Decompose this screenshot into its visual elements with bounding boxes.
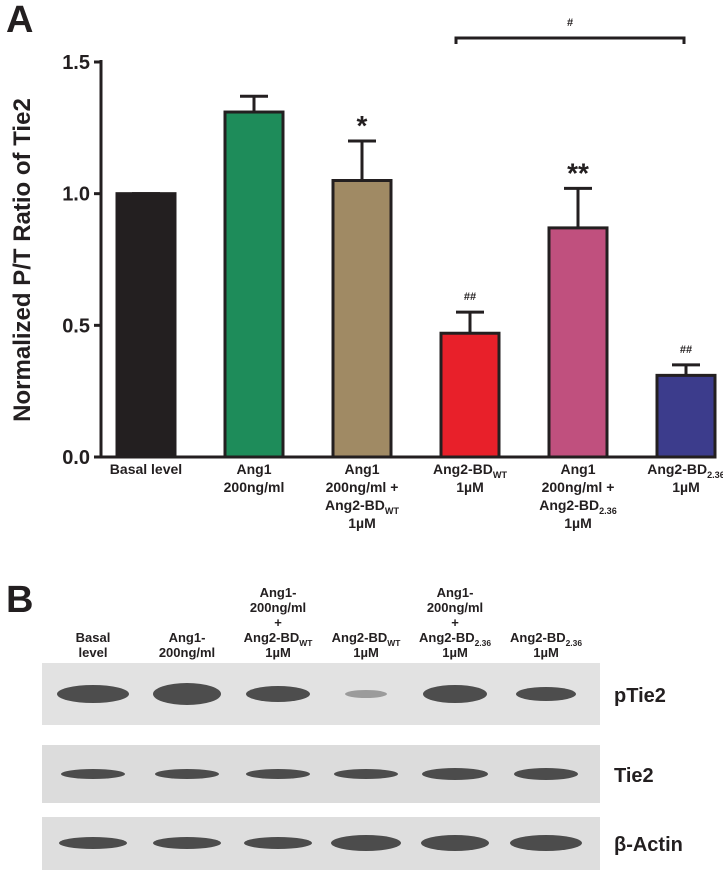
x-tick-label-main: Ang2-BD: [647, 461, 707, 477]
y-tick-label: 0.5: [62, 315, 90, 337]
blot-band: [61, 769, 125, 779]
blot-band: [345, 690, 387, 698]
blot-column-label-sub: WT: [387, 638, 401, 648]
x-tick-label: Ang1: [345, 461, 380, 477]
blot-band: [59, 837, 127, 849]
bar: [439, 331, 501, 459]
blot-row-label: pTie2: [614, 685, 666, 707]
x-tick-label: 200ng/ml: [224, 479, 285, 495]
blot-column-label: 200ng/ml: [250, 600, 306, 615]
panel-label: B: [6, 579, 33, 621]
blot-band: [246, 769, 310, 779]
significance-label: ##: [680, 344, 692, 356]
blot-band: [153, 837, 221, 849]
x-tick-label: 200ng/ml +: [542, 479, 615, 495]
significance-label: *: [357, 110, 368, 141]
blot-column-label: 1µM: [442, 645, 468, 660]
blot-column-label-sub: 2.36: [475, 638, 492, 648]
blot-column-label: Ang2-BDWT: [244, 630, 314, 648]
blot-band: [155, 769, 219, 779]
blot-strip: [42, 745, 600, 803]
blot-row-label: β-Actin: [614, 834, 683, 856]
blot-column-label: Ang1-: [437, 585, 474, 600]
bar: [115, 192, 177, 459]
blot-column-label: 1µM: [353, 645, 379, 660]
y-axis-label: Normalized P/T Ratio of Tie2: [9, 98, 36, 422]
bar: [331, 179, 393, 459]
blot-band: [244, 837, 312, 849]
x-tick-label: Ang2-BDWT: [325, 497, 399, 516]
bracket-label: #: [567, 17, 573, 29]
blot-band: [516, 687, 576, 701]
blot-column-label: Ang1-: [169, 630, 206, 645]
significance-label: ##: [464, 291, 476, 303]
x-tick-label: Basal level: [110, 461, 182, 477]
x-tick-label-sub: WT: [493, 470, 508, 480]
x-tick-label: 1µM: [348, 515, 376, 531]
blot-column-label: 1µM: [533, 645, 559, 660]
bar: [655, 373, 717, 459]
blot-column-label: Basal: [76, 630, 111, 645]
x-tick-label: Ang1: [561, 461, 596, 477]
blot-band: [421, 835, 489, 851]
blot-column-label: Ang2-BDWT: [332, 630, 402, 648]
panel-label: A: [6, 0, 33, 41]
x-tick-label-main: Ang2-BD: [539, 497, 599, 513]
x-tick-label-main: Ang2-BD: [433, 461, 493, 477]
x-tick-label: 200ng/ml +: [326, 479, 399, 495]
bar: [223, 110, 285, 459]
blot-band: [423, 685, 487, 703]
blot-column-label: 200ng/ml: [159, 645, 215, 660]
y-tick-label: 1.5: [62, 52, 90, 74]
x-tick-label: 1µM: [456, 479, 484, 495]
blot-band: [153, 683, 221, 705]
blot-column-label: +: [274, 615, 282, 630]
blot-band: [510, 835, 582, 851]
blot-column-label: 1µM: [265, 645, 291, 660]
y-tick-label: 1.0: [62, 184, 90, 206]
blot-column-label-main: Ang2-BD: [244, 630, 300, 645]
y-tick-label: 0.0: [62, 447, 90, 469]
x-tick-label: Ang2-BD2.36: [539, 497, 617, 516]
x-tick-label-main: Ang2-BD: [325, 497, 385, 513]
x-tick-label: Ang1: [237, 461, 272, 477]
bar: [547, 226, 609, 459]
blot-band: [331, 835, 401, 851]
blot-column-label-main: Ang2-BD: [332, 630, 388, 645]
blot-band: [246, 686, 310, 702]
blot-strip: [42, 817, 600, 870]
blot-column-label: Ang1-: [260, 585, 297, 600]
x-tick-label: Ang2-BDWT: [433, 461, 507, 480]
blot-column-label: Ang2-BD2.36: [419, 630, 491, 648]
blot-band: [57, 685, 129, 703]
blot-column-label: 200ng/ml: [427, 600, 483, 615]
blot-column-label: Ang2-BD2.36: [510, 630, 582, 648]
x-tick-label: 1µM: [672, 479, 700, 495]
blot-column-label: +: [451, 615, 459, 630]
blot-band: [422, 768, 488, 780]
blot-band: [334, 769, 398, 779]
blot-row-label: Tie2: [614, 765, 654, 787]
blot-column-label-sub: WT: [299, 638, 313, 648]
x-tick-label: 1µM: [564, 515, 592, 531]
significance-label: **: [567, 157, 589, 188]
blot-column-label-main: Ang2-BD: [419, 630, 475, 645]
blot-band: [514, 768, 578, 780]
blot-column-label-main: Ang2-BD: [510, 630, 566, 645]
blot-column-label-sub: 2.36: [566, 638, 583, 648]
x-tick-label-sub: 2.36: [599, 506, 617, 516]
bracket: [454, 36, 686, 44]
x-tick-label-sub: 2.36: [707, 470, 723, 480]
x-tick-label-sub: WT: [385, 506, 400, 516]
blot-column-label: level: [79, 645, 108, 660]
blot: [42, 663, 600, 870]
bracket-line: [454, 36, 686, 44]
blot-strip: [42, 663, 600, 725]
x-tick-label: Ang2-BD2.36: [647, 461, 723, 480]
